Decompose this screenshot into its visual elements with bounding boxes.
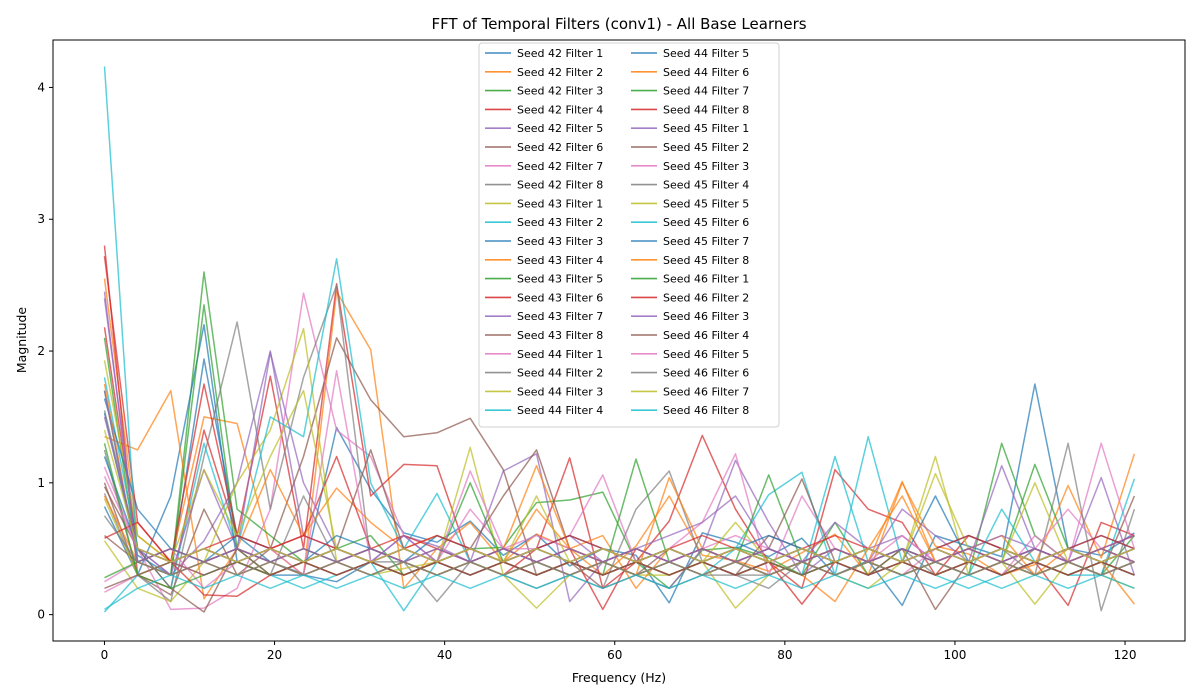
legend-label: Seed 46 Filter 3 <box>663 310 749 323</box>
y-axis: 0 1 2 3 4 <box>37 80 53 622</box>
legend-label: Seed 42 Filter 6 <box>517 141 603 154</box>
legend-label: Seed 44 Filter 2 <box>517 367 603 380</box>
legend-label: Seed 42 Filter 4 <box>517 103 603 116</box>
chart-title: FFT of Temporal Filters (conv1) - All Ba… <box>431 15 806 33</box>
series-lines <box>103 66 1136 613</box>
legend-label: Seed 42 Filter 1 <box>517 47 603 60</box>
legend: Seed 42 Filter 1 Seed 42 Filter 2 Seed 42 … <box>478 42 780 428</box>
legend-label: Seed 43 Filter 8 <box>517 329 603 342</box>
y-tick-label: 4 <box>37 80 45 94</box>
x-axis-label: Frequency (Hz) <box>572 670 666 685</box>
legend-label: Seed 45 Filter 5 <box>663 197 749 210</box>
legend-label: Seed 42 Filter 2 <box>517 66 603 79</box>
y-tick-label: 1 <box>37 476 45 490</box>
legend-label: Seed 45 Filter 2 <box>663 141 749 154</box>
legend-label: Seed 43 Filter 6 <box>517 291 603 304</box>
legend-label: Seed 46 Filter 7 <box>663 385 749 398</box>
legend-label: Seed 46 Filter 2 <box>663 291 749 304</box>
legend-label: Seed 43 Filter 7 <box>517 310 603 323</box>
legend-label: Seed 42 Filter 3 <box>517 85 603 98</box>
legend-label: Seed 42 Filter 7 <box>517 160 603 173</box>
legend-label: Seed 43 Filter 1 <box>517 197 603 210</box>
legend-label: Seed 44 Filter 3 <box>517 385 603 398</box>
legend-label: Seed 46 Filter 5 <box>663 348 749 361</box>
y-axis-label: Magnitude <box>14 307 29 374</box>
legend-label: Seed 42 Filter 8 <box>517 179 603 192</box>
series-line-38 <box>103 515 1135 576</box>
x-tick-label: 100 <box>943 648 966 662</box>
legend-label: Seed 46 Filter 1 <box>663 273 749 286</box>
legend-label: Seed 45 Filter 8 <box>663 254 749 267</box>
legend-label: Seed 46 Filter 8 <box>663 404 749 417</box>
x-tick-label: 0 <box>101 648 109 662</box>
legend-label: Seed 45 Filter 4 <box>663 179 749 192</box>
x-tick-label: 60 <box>607 648 622 662</box>
legend-label: Seed 44 Filter 6 <box>663 66 749 79</box>
legend-box <box>478 42 780 428</box>
series-line-4 <box>103 245 1135 607</box>
plot-frame <box>52 39 1186 642</box>
legend-label: Seed 45 Filter 3 <box>663 160 749 173</box>
y-tick-label: 0 <box>37 608 45 622</box>
x-axis: 0 20 40 60 80 100 120 <box>101 641 1137 662</box>
y-tick-label: 2 <box>37 344 45 358</box>
legend-label: Seed 43 Filter 5 <box>517 273 603 286</box>
legend-label: Seed 44 Filter 4 <box>517 404 603 417</box>
legend-label: Seed 44 Filter 5 <box>663 47 749 60</box>
legend-label: Seed 45 Filter 7 <box>663 235 749 248</box>
legend-label: Seed 42 Filter 5 <box>517 122 603 135</box>
x-tick-label: 80 <box>777 648 792 662</box>
legend-label: Seed 43 Filter 2 <box>517 216 603 229</box>
series-line-40 <box>104 574 1135 611</box>
legend-label: Seed 43 Filter 3 <box>517 235 603 248</box>
legend-label: Seed 45 Filter 1 <box>663 122 749 135</box>
legend-label: Seed 44 Filter 1 <box>517 348 603 361</box>
x-tick-label: 120 <box>1114 648 1137 662</box>
legend-label: Seed 44 Filter 8 <box>663 103 749 116</box>
x-tick-label: 20 <box>267 648 282 662</box>
legend-label: Seed 43 Filter 4 <box>517 254 603 267</box>
x-tick-label: 40 <box>437 648 452 662</box>
series-line-39 <box>103 429 1135 563</box>
legend-label: Seed 46 Filter 6 <box>663 367 749 380</box>
legend-label: Seed 45 Filter 6 <box>663 216 749 229</box>
y-tick-label: 3 <box>37 212 45 226</box>
legend-label: Seed 44 Filter 7 <box>663 85 749 98</box>
legend-label: Seed 46 Filter 4 <box>663 329 749 342</box>
